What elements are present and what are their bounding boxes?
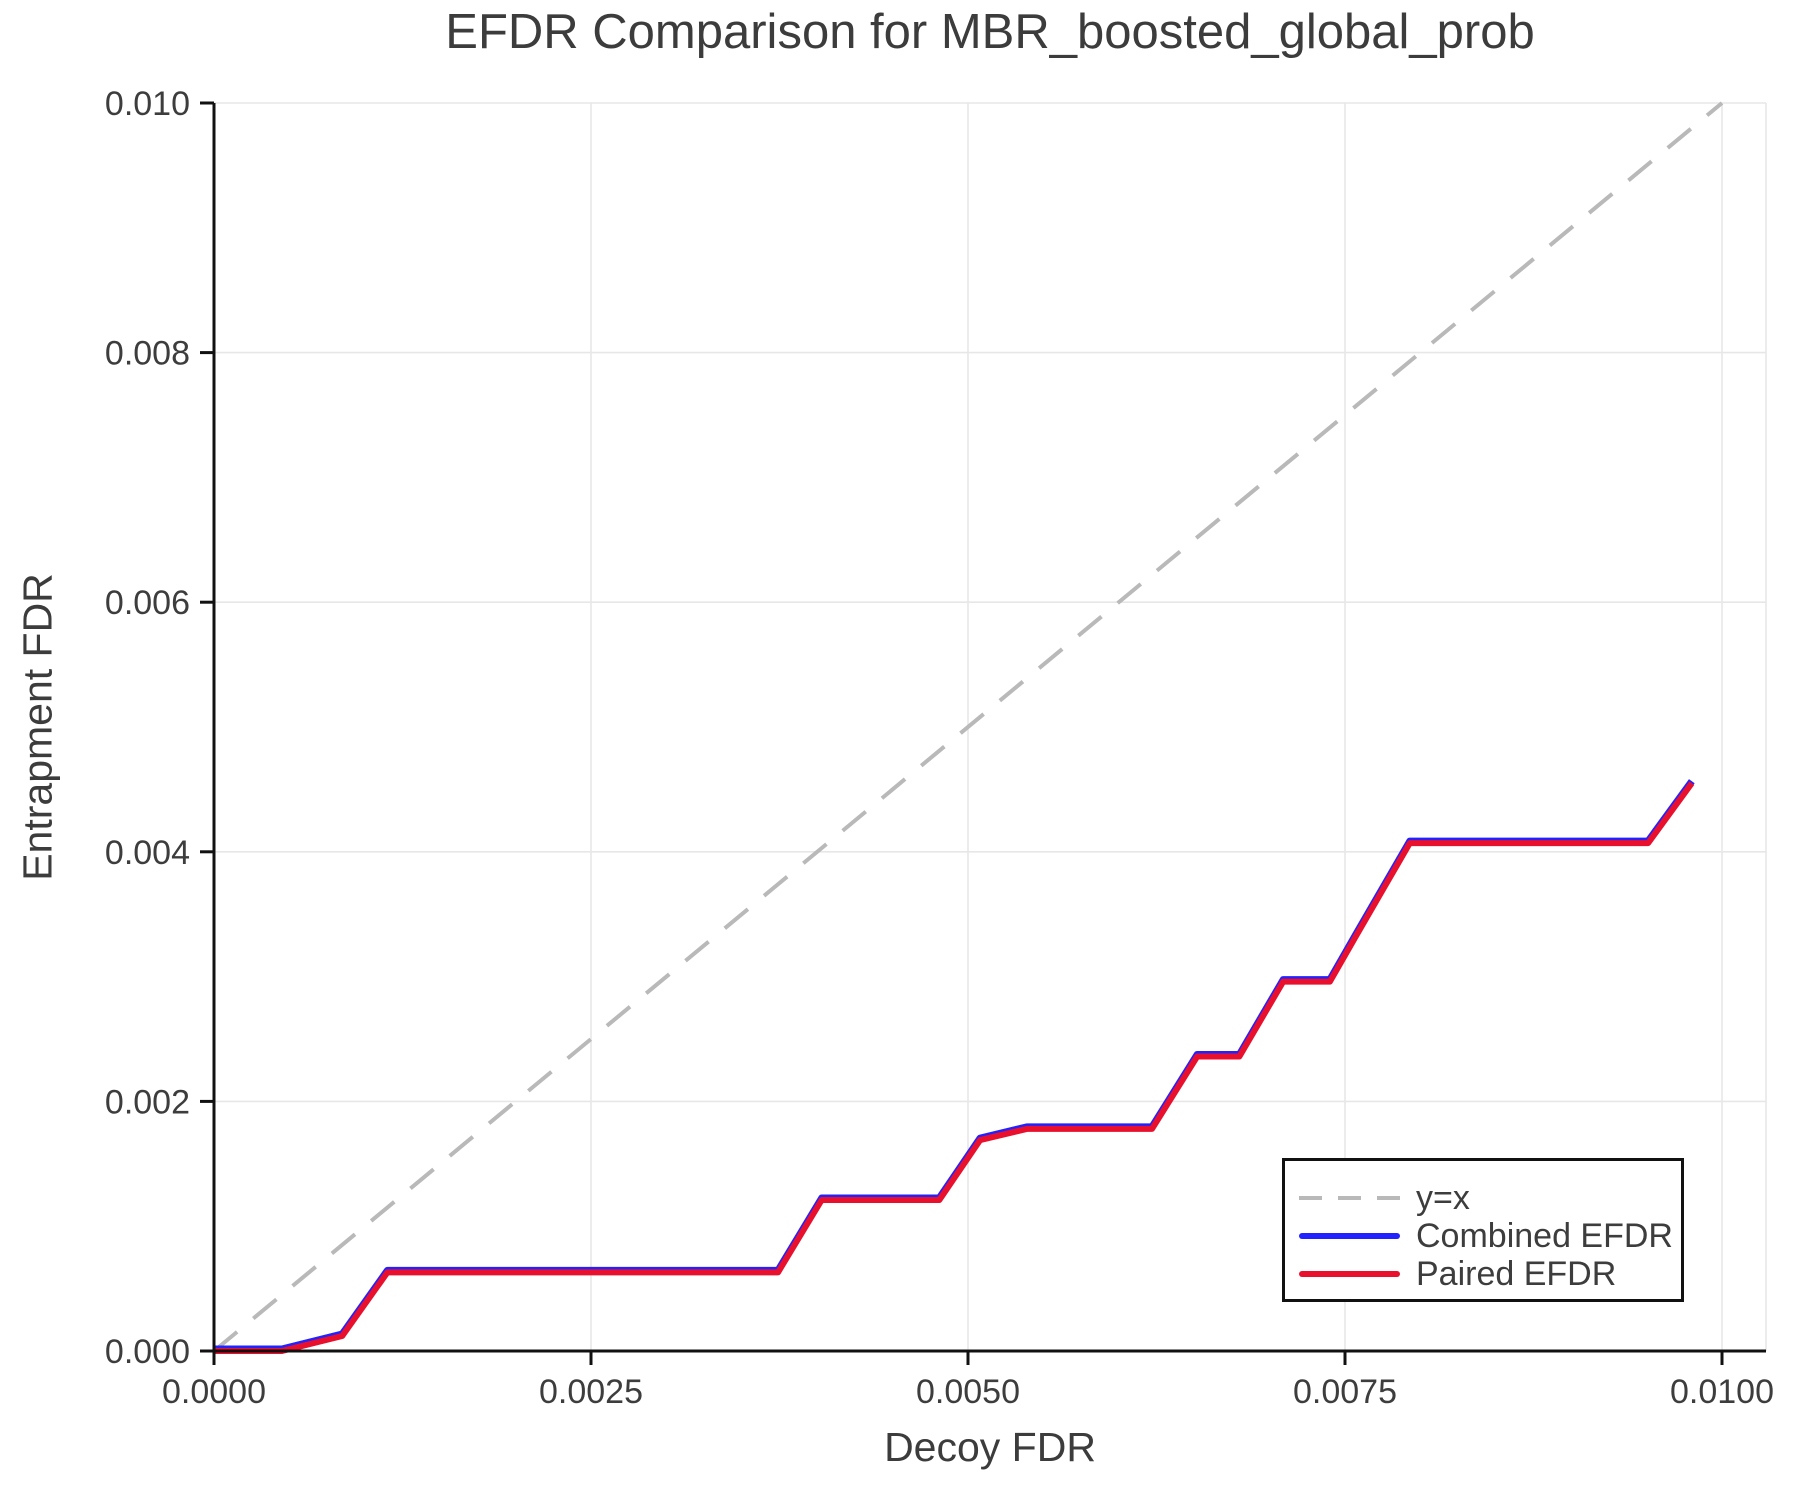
y-tick-label-0.008: 0.008	[105, 335, 190, 373]
paired-efdr-line	[214, 781, 1695, 1354]
red-line-icon	[1299, 1271, 1400, 1277]
legend-label-combined: Combined EFDR	[1416, 1216, 1673, 1255]
x-tick-label-0.0025: 0.0025	[539, 1373, 643, 1411]
x-axis-label: Decoy FDR	[884, 1424, 1096, 1470]
identity-line	[212, 101, 1724, 1353]
x-tick-label-0.0050: 0.0050	[916, 1373, 1020, 1411]
legend-entry-identity: y=x	[1299, 1179, 1681, 1217]
legend-entry-paired: Paired EFDR	[1299, 1255, 1681, 1293]
y-tick-label-0.004: 0.004	[105, 834, 190, 872]
legend-label-identity: y=x	[1416, 1178, 1470, 1217]
x-tick-label-0.0000: 0.0000	[162, 1373, 266, 1411]
legend-box: y=x Combined EFDR Paired EFDR	[1282, 1158, 1684, 1302]
y-tick-label-0.006: 0.006	[105, 584, 190, 622]
y-tick-label-0.002: 0.002	[105, 1083, 190, 1121]
legend-entry-combined: Combined EFDR	[1299, 1217, 1681, 1255]
x-tick-label-0.0075: 0.0075	[1293, 1373, 1397, 1411]
dashed-line-icon	[1299, 1196, 1400, 1200]
x-tick-label-0.0100: 0.0100	[1670, 1373, 1774, 1411]
legend-label-paired: Paired EFDR	[1416, 1254, 1617, 1293]
y-tick-label-0.000: 0.000	[105, 1333, 190, 1371]
blue-line-icon	[1299, 1233, 1400, 1239]
chart-title: EFDR Comparison for MBR_boosted_global_p…	[445, 5, 1535, 59]
y-tick-label-0.010: 0.010	[105, 85, 190, 123]
